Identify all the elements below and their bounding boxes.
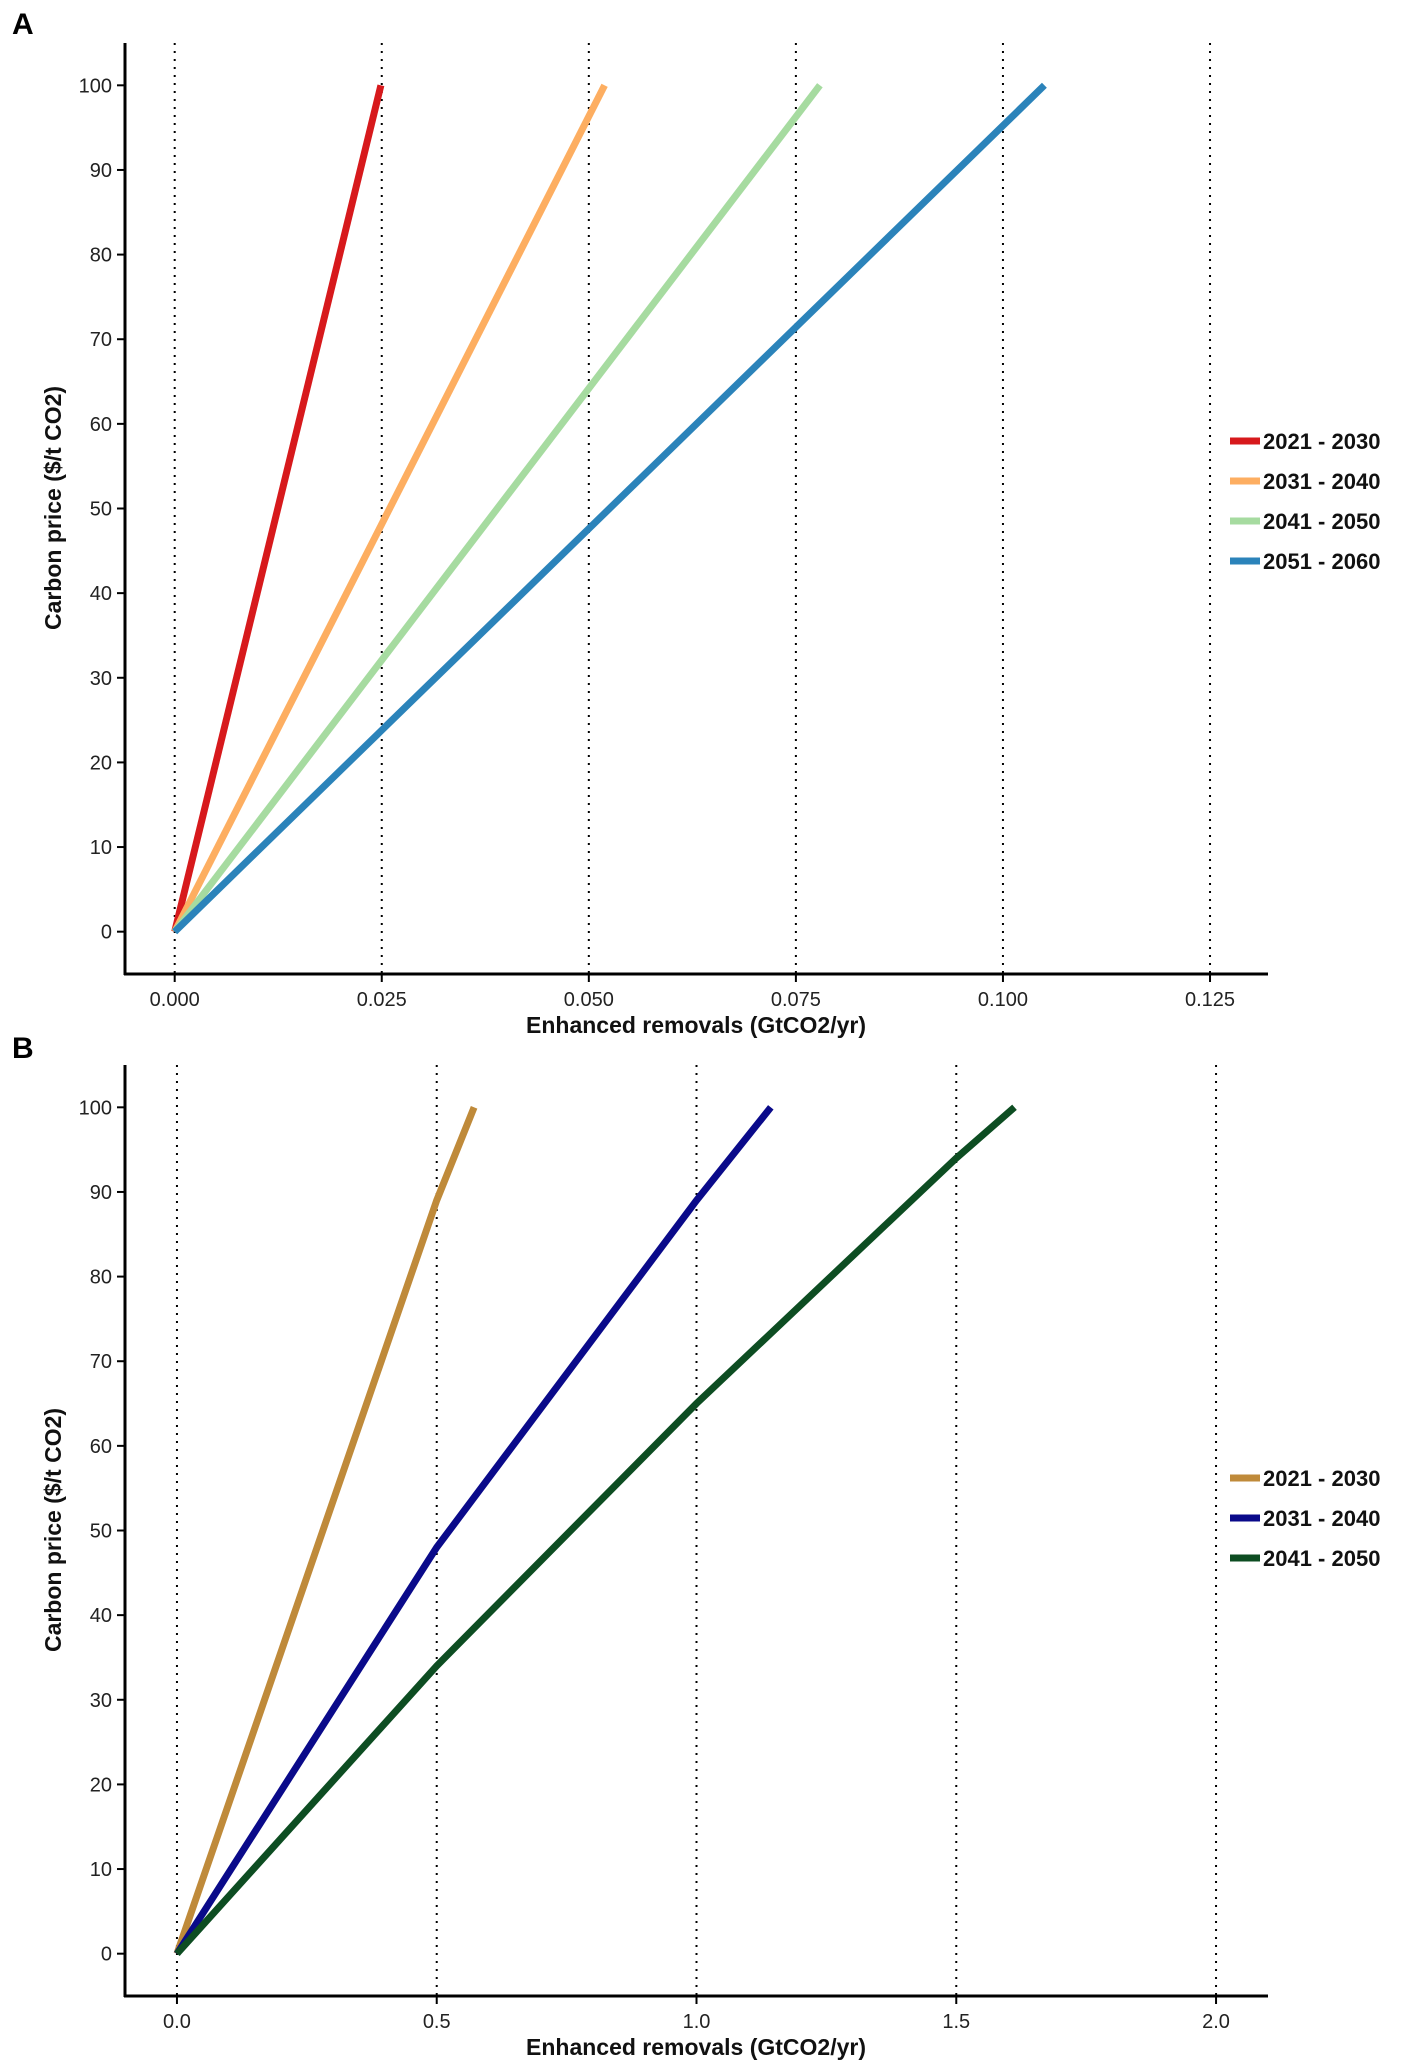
panel-a-gridlines bbox=[173, 43, 1212, 974]
panel-b-x-axis-title: Enhanced removals (GtCO2/yr) bbox=[526, 2034, 866, 2060]
panel-b-y-tick-label-8: 80 bbox=[90, 1267, 112, 1289]
panel-a-y-tick-label-4: 40 bbox=[90, 583, 112, 605]
panel-b-y-tick-label-4: 40 bbox=[90, 1605, 112, 1627]
panel-a-y-ticks: 0 10 20 30 40 50 60 70 80 90 100 bbox=[79, 75, 125, 944]
panel-b-gridlines bbox=[175, 1065, 1218, 1996]
panel-a-series-line-0 bbox=[171, 84, 385, 933]
panel-a-legend-label-3: 2051 - 2060 bbox=[1263, 549, 1380, 574]
panel-b-x-tick-label-0: 0.0 bbox=[163, 2011, 191, 2033]
panel-a-y-axis-title: Carbon price ($/t CO2) bbox=[40, 386, 66, 630]
panel-b-series-line-0 bbox=[173, 1105, 478, 1955]
panel-b-y-tick-label-2: 20 bbox=[90, 1774, 112, 1796]
panel-b-y-ticks: 0 10 20 30 40 50 60 70 80 90 100 bbox=[79, 1097, 125, 1966]
panel-a-y-tick-label-0: 0 bbox=[101, 922, 112, 944]
panel-a-legend: 2021 - 2030 2031 - 2040 2041 - 2050 2051 - … bbox=[1230, 429, 1380, 574]
panel-a-chart: A 0 10 20 30 40 50 60 70 80 90 100 0.000 0.025 0.050… bbox=[12, 8, 1380, 1038]
panel-a-series bbox=[171, 82, 1047, 935]
panel-b-x-tick-label-2: 1.0 bbox=[683, 2011, 711, 2033]
panel-a-y-tick-label-5: 50 bbox=[90, 499, 112, 521]
panel-b-y-tick-label-3: 30 bbox=[90, 1690, 112, 1712]
panel-b-letter: B bbox=[12, 1032, 34, 1065]
panel-b-y-tick-label-7: 70 bbox=[90, 1351, 112, 1373]
panel-a-y-tick-label-10: 100 bbox=[79, 75, 112, 97]
panel-b-x-tick-label-1: 0.5 bbox=[423, 2011, 451, 2033]
panel-a-x-tick-label-4: 0.100 bbox=[978, 989, 1028, 1011]
panel-b-y-tick-label-0: 0 bbox=[101, 1944, 112, 1966]
panel-a-x-tick-label-2: 0.050 bbox=[564, 989, 614, 1011]
panel-a-x-ticks: 0.000 0.025 0.050 0.075 0.100 0.125 bbox=[150, 974, 1235, 1011]
panel-b-legend-label-2: 2041 - 2050 bbox=[1263, 1546, 1380, 1571]
panel-a-x-tick-label-0: 0.000 bbox=[150, 989, 200, 1011]
panel-a-legend-label-2: 2041 - 2050 bbox=[1263, 509, 1380, 534]
panel-a-legend-label-1: 2031 - 2040 bbox=[1263, 469, 1380, 494]
panel-a-x-tick-label-1: 0.025 bbox=[357, 989, 407, 1011]
panel-a-series-line-2 bbox=[171, 83, 823, 934]
panel-b-legend-label-1: 2031 - 2040 bbox=[1263, 1506, 1380, 1531]
panel-b-series-line-2 bbox=[174, 1104, 1017, 1957]
panel-b-y-tick-label-9: 90 bbox=[90, 1182, 112, 1204]
panel-a-y-tick-label-1: 10 bbox=[90, 837, 112, 859]
panel-b-chart: B 0 10 20 30 40 50 60 70 80 90 100 0.0 0.5 1.0 1.5 2.0… bbox=[12, 1032, 1380, 2060]
panel-b-y-tick-label-6: 60 bbox=[90, 1436, 112, 1458]
panel-a-y-tick-label-6: 60 bbox=[90, 414, 112, 436]
panel-b-x-tick-label-3: 1.5 bbox=[942, 2011, 970, 2033]
panel-a-y-tick-label-8: 80 bbox=[90, 245, 112, 267]
panel-a-legend-label-0: 2021 - 2030 bbox=[1263, 429, 1380, 454]
panel-a-y-tick-label-3: 30 bbox=[90, 668, 112, 690]
panel-a-x-tick-label-5: 0.125 bbox=[1185, 989, 1235, 1011]
panel-a-y-tick-label-2: 20 bbox=[90, 752, 112, 774]
panel-a-x-tick-label-3: 0.075 bbox=[771, 989, 821, 1011]
panel-a-series-line-3 bbox=[172, 82, 1047, 935]
panel-b-y-tick-label-10: 100 bbox=[79, 1097, 112, 1119]
panel-b-series-line-1 bbox=[174, 1105, 774, 1956]
panel-b-legend-label-0: 2021 - 2030 bbox=[1263, 1466, 1380, 1491]
panel-b-legend: 2021 - 2030 2031 - 2040 2041 - 2050 bbox=[1230, 1466, 1380, 1571]
panel-b-x-tick-label-4: 2.0 bbox=[1202, 2011, 1230, 2033]
panel-b-y-tick-label-1: 10 bbox=[90, 1859, 112, 1881]
panel-a-series-line-1 bbox=[171, 83, 608, 934]
panel-a-y-tick-label-9: 90 bbox=[90, 160, 112, 182]
panel-b-x-ticks: 0.0 0.5 1.0 1.5 2.0 bbox=[163, 1996, 1230, 2033]
panel-b-series bbox=[173, 1104, 1017, 1957]
panel-a-x-axis-title: Enhanced removals (GtCO2/yr) bbox=[526, 1012, 866, 1038]
panel-a-letter: A bbox=[12, 8, 34, 41]
panel-b-y-tick-label-5: 50 bbox=[90, 1521, 112, 1543]
panel-b-y-axis-title: Carbon price ($/t CO2) bbox=[40, 1408, 66, 1652]
panel-a-y-tick-label-7: 70 bbox=[90, 329, 112, 351]
